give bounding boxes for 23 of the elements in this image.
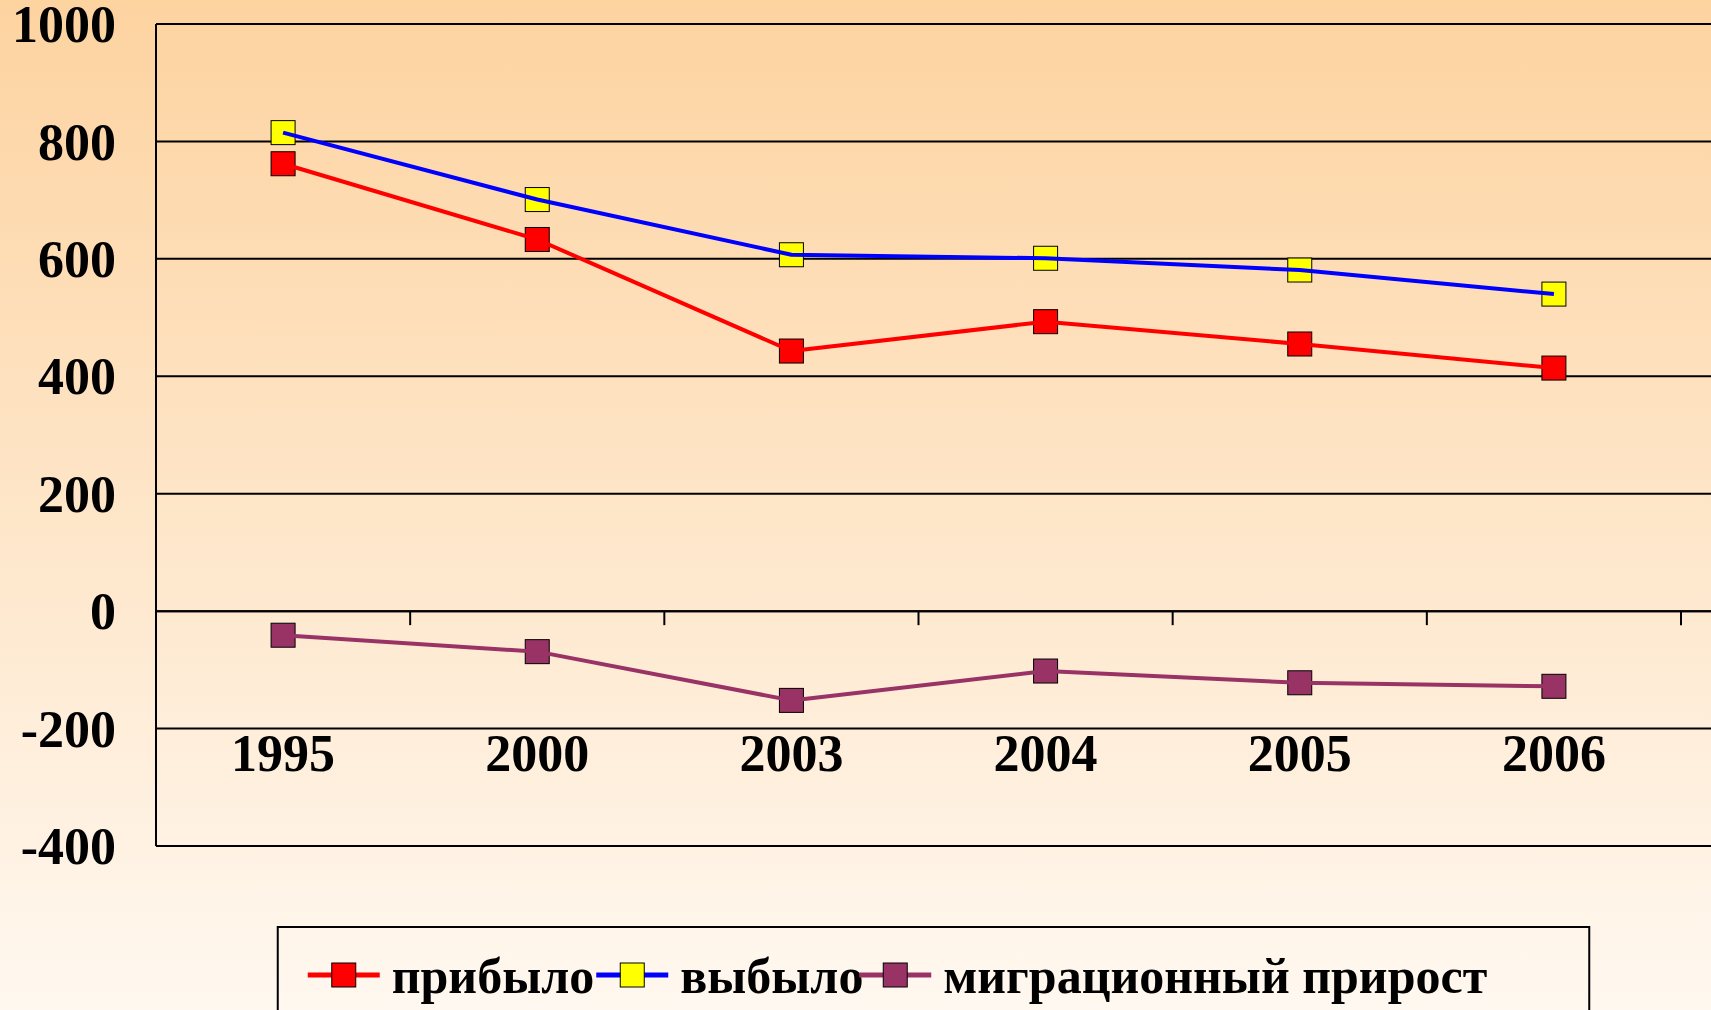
point — [1541, 673, 1567, 699]
x-tick-label: 2000 — [485, 725, 590, 783]
y-tick-label: 600 — [38, 231, 116, 289]
y-tick-label: 1000 — [12, 0, 116, 54]
y-tick-label: 0 — [90, 583, 116, 641]
point — [270, 120, 296, 146]
y-tick-label: -200 — [20, 700, 116, 758]
x-tick-label: 2005 — [1247, 725, 1352, 783]
legend-label: миграционный прирост — [943, 947, 1488, 1004]
x-tick-label: 2006 — [1501, 725, 1606, 783]
point — [270, 622, 296, 648]
y-tick-label: -400 — [20, 818, 116, 876]
y-tick-label: 400 — [38, 348, 116, 406]
point — [270, 151, 296, 177]
legend-label: прибыло — [391, 947, 595, 1004]
legend-label: выбыло — [680, 947, 864, 1004]
y-tick-label: 200 — [38, 465, 116, 523]
point — [1541, 281, 1567, 307]
y-tick-label: 800 — [38, 113, 116, 171]
point — [1541, 355, 1567, 381]
x-tick-label: 2003 — [739, 725, 844, 783]
x-tick-label: 2004 — [993, 725, 1098, 783]
x-tick-label: 1995 — [231, 725, 336, 783]
